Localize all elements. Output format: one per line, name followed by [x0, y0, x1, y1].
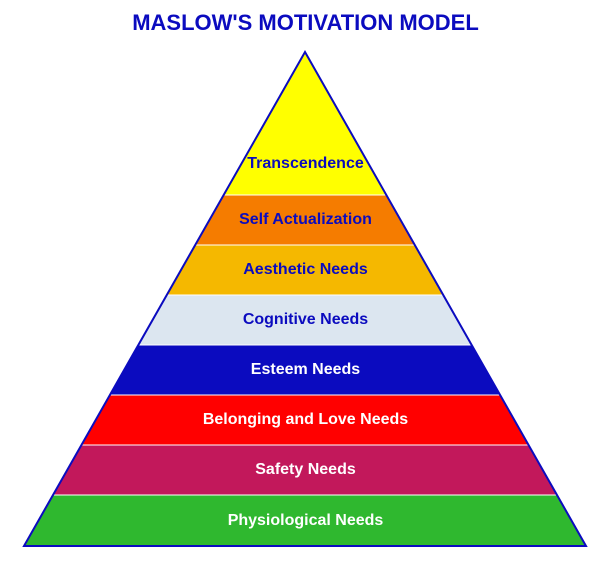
- pyramid-layer-label: Cognitive Needs: [0, 311, 611, 329]
- pyramid-diagram: [0, 0, 611, 568]
- pyramid-layer-label: Belonging and Love Needs: [0, 411, 611, 429]
- pyramid-layer-label: Aesthetic Needs: [0, 261, 611, 279]
- pyramid-layer-label: Esteem Needs: [0, 361, 611, 379]
- pyramid-layer-label: Physiological Needs: [0, 512, 611, 530]
- pyramid-layer-label: Safety Needs: [0, 461, 611, 479]
- pyramid-layer: [224, 52, 387, 195]
- pyramid-layer-label: Self Actualization: [0, 211, 611, 229]
- pyramid-layer-label: Transcendence: [0, 155, 611, 173]
